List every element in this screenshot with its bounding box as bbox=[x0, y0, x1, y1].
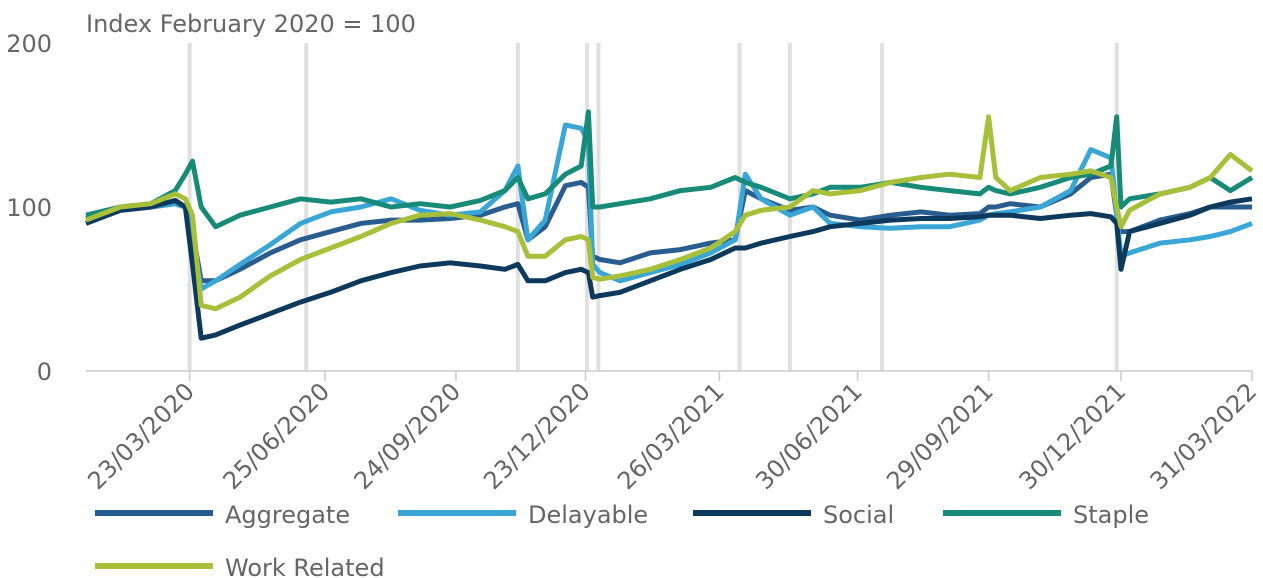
legend-label: Work Related bbox=[225, 554, 385, 578]
x-tick-label: 26/03/2021 bbox=[612, 377, 730, 495]
x-tick-label: 24/09/2020 bbox=[349, 377, 467, 495]
x-tick-label: 29/09/2021 bbox=[881, 377, 999, 495]
series-line bbox=[85, 114, 1254, 312]
x-tick-label: 23/03/2020 bbox=[82, 377, 200, 495]
y-tick-label: 100 bbox=[6, 194, 52, 222]
series-line bbox=[85, 109, 1254, 230]
y-tick-label: 0 bbox=[37, 358, 52, 386]
x-tick-label: 31/03/2022 bbox=[1145, 377, 1263, 495]
x-tick-label: 30/12/2021 bbox=[1014, 377, 1132, 495]
legend-label: Delayable bbox=[528, 501, 648, 529]
x-tick-label: 25/06/2020 bbox=[218, 377, 336, 495]
y-tick-label: 200 bbox=[6, 30, 52, 58]
series-line bbox=[85, 122, 1253, 292]
x-tick-label: 30/06/2021 bbox=[750, 377, 868, 495]
legend-label: Social bbox=[823, 501, 894, 529]
legend-label: Staple bbox=[1073, 501, 1149, 529]
legend-label: Aggregate bbox=[225, 501, 350, 529]
y-axis-label: Index February 2020 = 100 bbox=[86, 10, 416, 38]
series-line bbox=[85, 171, 1252, 284]
x-tick-label: 23/12/2020 bbox=[478, 377, 596, 495]
series-line bbox=[85, 196, 1253, 341]
